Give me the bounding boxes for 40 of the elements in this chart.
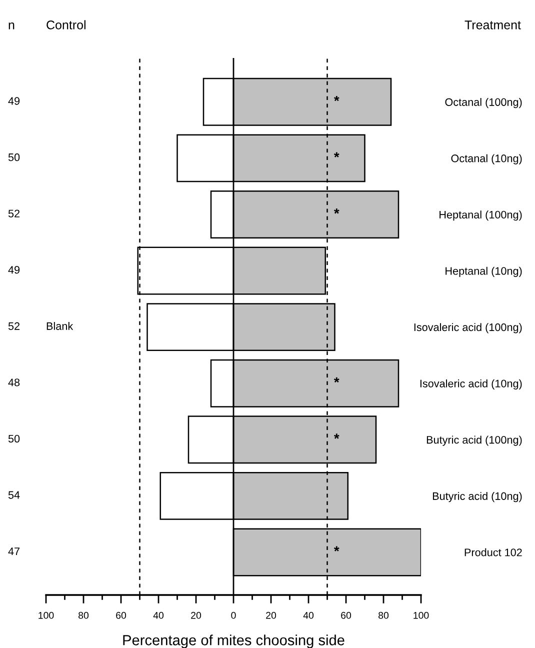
text: Control [46, 20, 86, 30]
y-tick-label: Isovaleric acid (100ng) [414, 323, 522, 334]
x-tick-label: 100 [38, 612, 54, 619]
text: 48 [8, 378, 20, 386]
data-label: * [334, 208, 340, 214]
text: 52 [8, 210, 20, 218]
text: Treatment [464, 20, 521, 30]
x-tick-label: 40 [303, 612, 314, 619]
x-tick-label: 20 [191, 612, 202, 619]
text: 52 [8, 322, 20, 330]
y-tick-label: Product 102 [464, 548, 522, 556]
x-tick-label: 100 [414, 612, 429, 619]
text: 54 [8, 491, 20, 499]
text: 50 [8, 153, 20, 162]
y-tick-label: Heptanal (10ng) [446, 266, 522, 277]
y-tick-label: Butyric acid (100ng) [426, 436, 522, 446]
x-tick-label: 20 [266, 612, 276, 619]
annotation: Blank [46, 322, 74, 330]
y-tick-label: Heptanal (100ng) [440, 210, 522, 221]
y-tick-label: Octanal (100ng) [445, 98, 522, 108]
text: n [8, 22, 14, 30]
x-tick-label: 60 [116, 612, 126, 619]
x-tick-label: 0 [231, 612, 236, 619]
data-label: * [334, 546, 340, 552]
data-label: * [334, 96, 340, 102]
x-axis-title: Percentage of mites choosing side [123, 634, 344, 648]
data-label: * [334, 377, 340, 383]
data-label: * [334, 434, 340, 439]
x-tick-label: 40 [153, 612, 164, 619]
text: 50 [8, 434, 20, 443]
x-tick-label: 80 [78, 612, 89, 619]
text: 49 [8, 97, 20, 105]
text: 49 [8, 266, 20, 274]
y-tick-label: Isovaleric acid (10ng) [420, 379, 522, 390]
text: 47 [8, 548, 20, 556]
y-tick-label: Octanal (10ng) [451, 154, 522, 164]
y-tick-label: Butyric acid (10ng) [432, 492, 522, 502]
data-label: * [334, 152, 340, 158]
x-tick-label: 60 [341, 612, 352, 619]
x-tick-label: 80 [378, 612, 389, 619]
